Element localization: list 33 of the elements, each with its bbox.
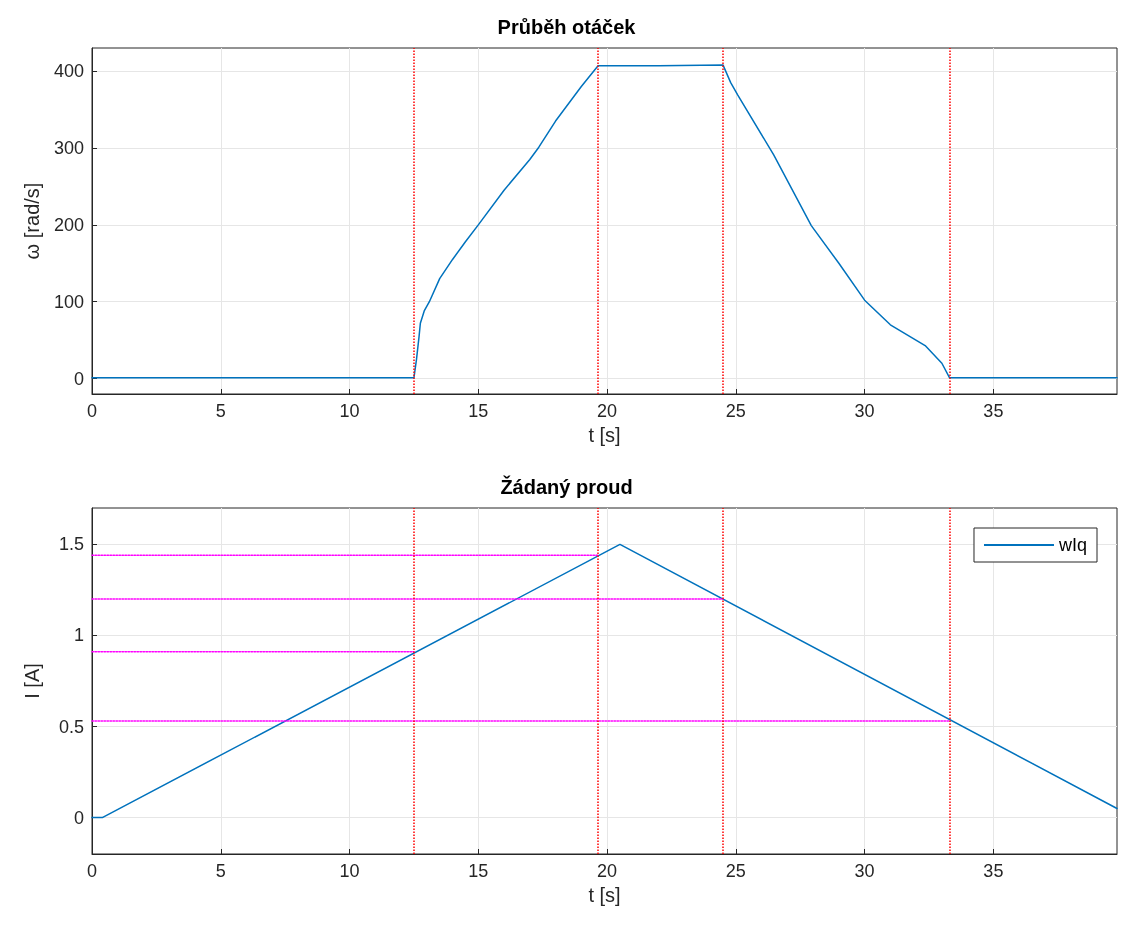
x-axis-title: t [s] (588, 883, 621, 906)
x-tick-label: 25 (725, 861, 746, 881)
y-tick-label: 1.5 (58, 534, 84, 555)
y-tick-label: 200 (53, 214, 84, 235)
x-tick-label: 0 (86, 401, 98, 421)
x-tick-label: 20 (597, 401, 618, 421)
x-tick-label: 35 (983, 861, 1004, 881)
y-tick-label: 0 (73, 807, 84, 828)
x-tick-label: 20 (597, 861, 618, 881)
x-tick-label: 30 (854, 861, 875, 881)
x-tick-label: 35 (983, 401, 1004, 421)
chart-title: Žádaný proud (500, 475, 633, 498)
x-tick-label: 0 (86, 861, 98, 881)
x-tick-label: 15 (468, 401, 489, 421)
x-tick-label: 5 (215, 861, 226, 881)
x-tick-label: 5 (215, 401, 226, 421)
x-tick-label: 10 (339, 401, 360, 421)
chart-title: Průběh otáček (497, 16, 637, 38)
y-tick-label: 0.5 (58, 716, 84, 737)
y-tick-label: 300 (53, 137, 84, 158)
y-tick-label: 400 (53, 61, 84, 82)
y-axis-title: ω [rad/s] (21, 182, 43, 260)
y-tick-label: 1 (73, 625, 84, 646)
x-tick-label: 10 (339, 861, 360, 881)
x-tick-label: 15 (468, 861, 489, 881)
y-tick-label: 100 (53, 291, 84, 312)
x-tick-label: 25 (725, 401, 746, 421)
x-tick-label: 30 (854, 401, 875, 421)
x-axis-title: t [s] (588, 423, 621, 446)
line-series (91, 64, 1118, 379)
legend-label: wIq (1057, 535, 1087, 555)
y-axis-title: I [A] (21, 663, 43, 699)
y-tick-label: 0 (73, 368, 84, 389)
